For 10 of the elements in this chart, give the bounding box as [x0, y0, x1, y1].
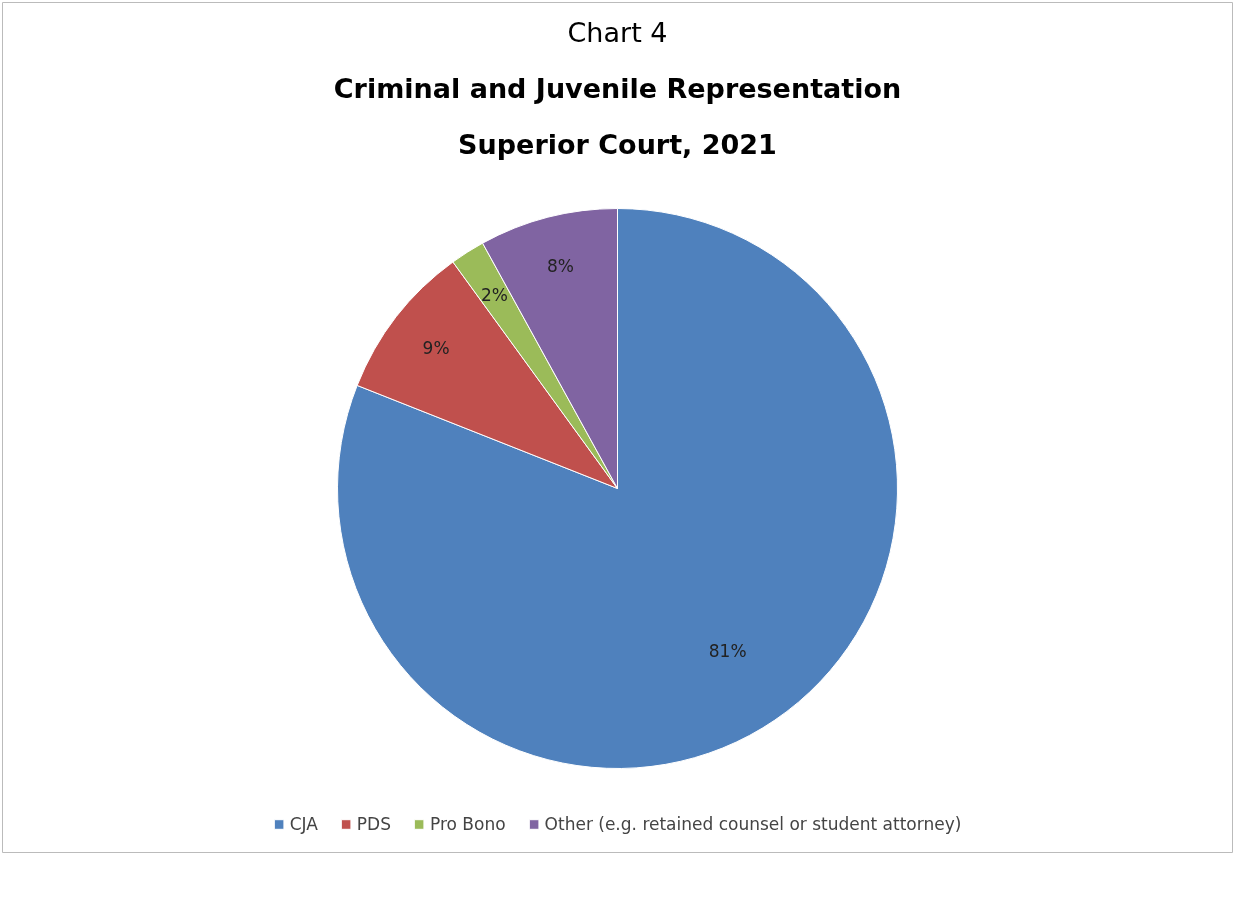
- legend-label: Other (e.g. retained counsel or student attorney): [544, 814, 962, 834]
- data-label: 8%: [546, 256, 574, 277]
- chart-title: Chart 4: [567, 16, 668, 48]
- data-label: 81%: [708, 640, 747, 661]
- data-label: 2%: [480, 284, 508, 305]
- legend-label: CJA: [289, 814, 318, 834]
- legend-label: Pro Bono: [429, 814, 506, 834]
- chart-subtitle: Criminal and Juvenile Representation Superior Court, 2021: [333, 72, 902, 160]
- legend-label: PDS: [356, 814, 391, 834]
- data-label: 9%: [422, 337, 450, 358]
